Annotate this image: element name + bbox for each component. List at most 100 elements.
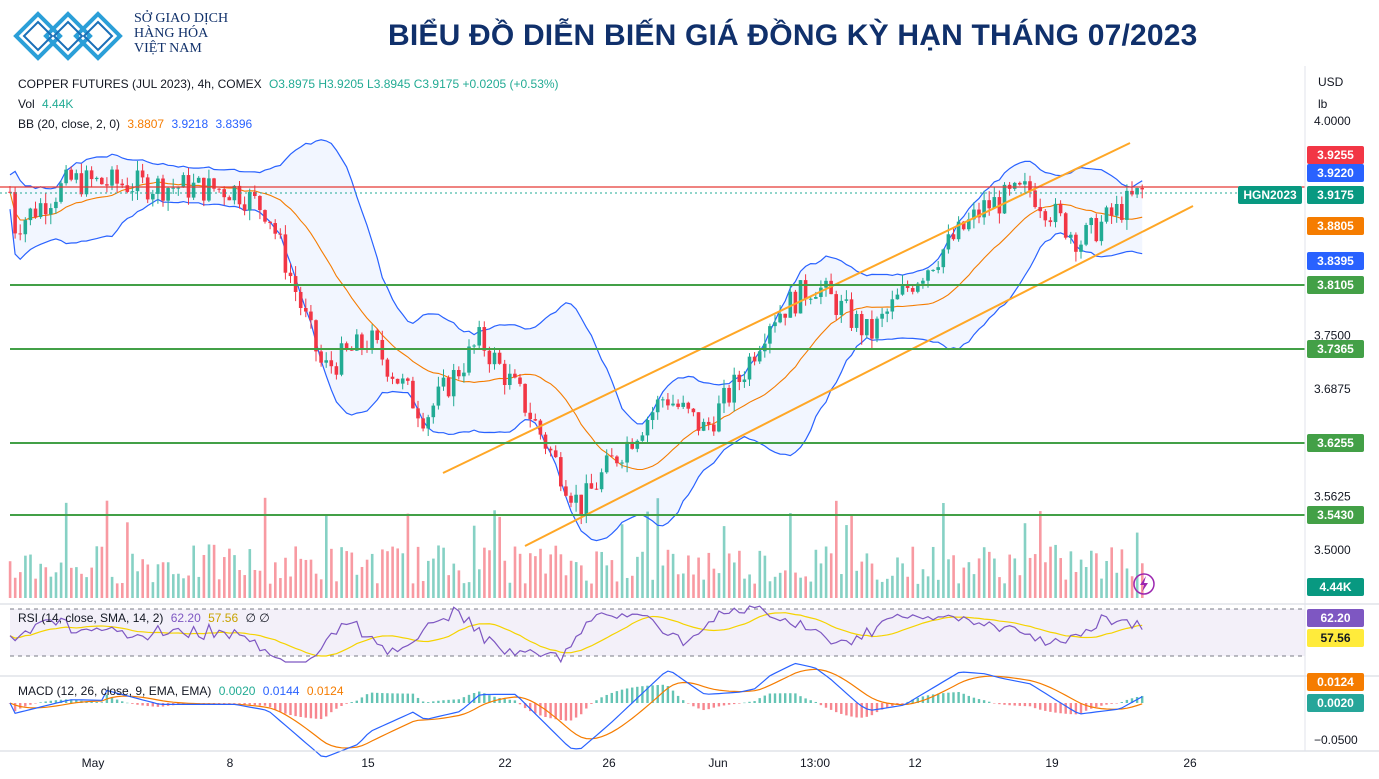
macd-histogram-bar <box>778 693 782 703</box>
price-chart[interactable]: USD lb 4.0000 3.7500 3.6875 3.5625 3.5000 −0.05… <box>0 66 1379 779</box>
support-level-tag: 3.7365 <box>1317 342 1354 356</box>
legend-macd-hist: 0.0020 <box>218 684 256 698</box>
candle-body <box>941 249 946 268</box>
candle-body <box>441 377 446 387</box>
volume-bar <box>891 575 894 598</box>
volume-bar <box>717 573 721 598</box>
volume-bar <box>421 581 425 598</box>
candle-body <box>268 221 272 224</box>
support-level-tag-bg <box>1307 506 1364 524</box>
volume-bar <box>931 546 935 598</box>
volume-bar <box>926 576 930 598</box>
volume-bar <box>146 564 150 598</box>
candle-body <box>314 320 318 352</box>
volume-bar <box>1095 553 1098 598</box>
volume-bar <box>1090 550 1093 598</box>
macd-histogram-bar <box>738 703 741 704</box>
candle-body <box>181 175 186 188</box>
volume-bar <box>192 545 195 598</box>
macd-histogram-bar <box>671 690 675 703</box>
candle-body <box>589 483 594 489</box>
volume-bar <box>850 515 853 598</box>
volume-bar <box>799 577 802 598</box>
candle-body <box>671 403 675 406</box>
macd-histogram-bar <box>90 701 93 703</box>
price-tag-bb-lower-bg <box>1307 252 1364 270</box>
candle-body <box>421 418 425 429</box>
macd-histogram-bar <box>238 703 241 704</box>
volume-bar <box>656 498 660 598</box>
rsi-sma-tag-bg <box>1307 629 1364 647</box>
macd-histogram-bar <box>988 701 991 703</box>
volume-bar <box>115 583 119 598</box>
macd-histogram-bar <box>462 697 466 703</box>
volume-bar <box>585 580 588 598</box>
macd-histogram-bar <box>824 703 828 708</box>
macd-histogram-bar <box>809 700 812 703</box>
macd-histogram-bar <box>427 702 430 703</box>
macd-histogram-bar <box>350 702 353 703</box>
macd-histogram-bar <box>1059 703 1062 714</box>
volume-bar <box>727 553 731 598</box>
candle-body <box>931 269 935 271</box>
macd-histogram-bar <box>34 703 37 704</box>
candle-body <box>1038 207 1042 212</box>
candle-body <box>946 234 951 250</box>
macd-histogram-bar <box>967 695 970 703</box>
candle-body <box>553 450 558 458</box>
macd-histogram-bar <box>483 693 486 703</box>
candle-body <box>69 169 73 180</box>
candle-body <box>400 378 405 384</box>
candle-body <box>737 374 742 383</box>
candle-body <box>732 374 736 403</box>
volume-bar <box>1084 567 1088 598</box>
volume-tag-bg <box>1307 578 1364 596</box>
candle-body <box>79 173 84 195</box>
macd-histogram-bar <box>585 703 588 709</box>
candle-body <box>727 387 731 403</box>
candle-body <box>773 322 777 327</box>
volume-bar <box>39 563 42 598</box>
macd-histogram-bar <box>549 703 552 719</box>
volume-bar <box>702 579 705 598</box>
candle-body <box>778 313 782 323</box>
volume-bar <box>304 559 308 598</box>
macd-histogram-bar <box>682 700 685 703</box>
macd-histogram-bar <box>870 703 874 716</box>
macd-histogram-bar <box>952 692 955 703</box>
macd-histogram-bar <box>554 703 557 720</box>
legend-bb-mid: 3.8807 <box>127 117 165 131</box>
volume-bar <box>49 576 53 598</box>
macd-histogram-bar <box>947 692 950 703</box>
candle-body <box>1094 218 1099 242</box>
volume-bar <box>947 559 950 598</box>
macd-histogram-bar <box>411 693 415 703</box>
macd-histogram-bar <box>233 703 236 704</box>
volume-bar <box>1110 547 1113 598</box>
volume-bar <box>248 549 252 598</box>
macd-histogram-bar <box>942 693 945 703</box>
candle-body <box>982 200 986 218</box>
candle-body <box>548 448 553 451</box>
volume-bar <box>768 581 772 598</box>
macd-histogram-bar <box>1023 703 1027 707</box>
candle-body <box>222 189 226 198</box>
macd-hist-tag-bg <box>1307 694 1364 712</box>
date-tick-label: Jun <box>708 756 727 770</box>
volume-bar <box>1033 554 1037 598</box>
volume-bar <box>335 581 338 598</box>
legend-volume-row: Vol 4.44K <box>18 97 77 111</box>
logo-text: SỞ GIAO DỊCH HÀNG HÓA VIỆT NAM <box>134 11 228 56</box>
volume-bar <box>738 550 741 598</box>
volume-bar <box>8 561 12 598</box>
candle-body <box>890 299 895 312</box>
macd-histogram-bar <box>294 703 297 717</box>
candle-body <box>559 457 563 487</box>
volume-bar <box>610 560 614 598</box>
candle-body <box>518 377 522 384</box>
candle-body <box>232 185 237 201</box>
macd-histogram-bar <box>437 700 440 703</box>
symbol-badge-bg <box>1238 186 1302 204</box>
candle-body <box>620 462 624 464</box>
macd-histogram-bar <box>370 692 374 703</box>
